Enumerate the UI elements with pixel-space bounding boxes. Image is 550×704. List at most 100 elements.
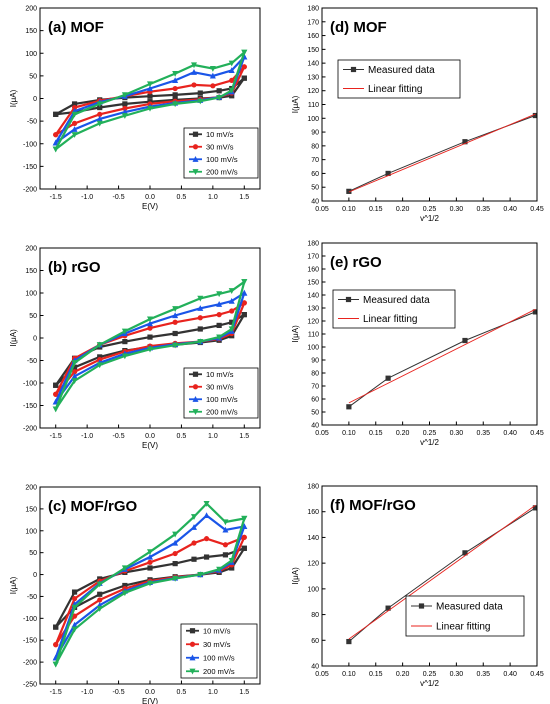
data-point [462, 337, 468, 344]
legend-label: 30 mV/s [206, 142, 234, 151]
data-point [122, 101, 128, 107]
y-tick-label: 40 [311, 664, 319, 671]
data-point [462, 139, 468, 145]
chart-panel-c: -1.5 -1.0 -0.5 0.0 0.5 1.0 1.5 -250 -200 -150 -100… [9, 485, 261, 704]
data-point [209, 66, 216, 72]
y-tick-label: 150 [307, 280, 319, 287]
data-point [96, 606, 103, 612]
y-tick-label: 150 [307, 47, 319, 54]
data-point [172, 92, 178, 98]
y-axis-label: I(μA) [9, 576, 18, 594]
y-tick-label: 80 [311, 371, 319, 378]
data-point [216, 88, 222, 94]
data-point [172, 312, 179, 319]
legend-label: Linear fitting [436, 622, 490, 633]
legend-box [337, 59, 461, 99]
data-point [229, 93, 235, 99]
y-tick-label: -150 [23, 164, 37, 171]
legend: 10 mV/s 30 mV/s 100 mV/s 200 mV/s [183, 367, 259, 419]
series-line-1 [348, 113, 536, 193]
data-point [172, 342, 179, 349]
data-point [121, 590, 128, 597]
data-point [191, 514, 197, 520]
x-tick-label: 0.15 [369, 206, 383, 213]
chart-panel-e: 0.05 0.10 0.15 0.20 0.25 0.30 0.35 0.40 0.45 40 50… [291, 241, 544, 448]
x-tick-label: 1.5 [239, 689, 249, 696]
legend-marker [345, 296, 352, 303]
data-point [203, 536, 210, 542]
x-tick-label: 0.30 [450, 430, 464, 437]
data-point [97, 591, 103, 597]
data-point [385, 375, 391, 381]
y-tick-label: 110 [308, 102, 319, 109]
legend-marker [192, 169, 199, 175]
chart-panel-b: -1.5 -1.0 -0.5 0.0 0.5 1.0 1.5 -200 -150 -100 -50 0… [9, 246, 261, 450]
y-tick-label: 40 [311, 423, 319, 430]
data-point [241, 300, 247, 306]
data-point [147, 553, 153, 560]
x-tick-label: 0.10 [342, 671, 356, 678]
data-point [147, 334, 153, 340]
data-point [346, 404, 352, 410]
y-tick-label: 50 [29, 73, 37, 80]
data-point [191, 69, 197, 75]
x-tick-label: 0.05 [315, 206, 329, 213]
legend-label: 100 mV/s [203, 653, 235, 662]
series-line-1 [348, 308, 536, 404]
data-point [241, 279, 248, 285]
data-point [122, 105, 128, 112]
x-tick-label: 0.15 [369, 671, 383, 678]
x-tick-label: 0.40 [503, 206, 517, 213]
data-point [147, 320, 153, 327]
y-axis-label: I(μA) [291, 325, 300, 343]
legend-label: 100 mV/s [206, 155, 238, 164]
y-tick-label: -100 [23, 616, 37, 623]
x-axis-label: E(V) [142, 697, 158, 704]
data-point [147, 325, 153, 331]
x-tick-label: -1.0 [81, 194, 93, 201]
data-point [121, 92, 128, 99]
y-tick-label: -250 [23, 682, 37, 689]
data-point [147, 316, 153, 323]
y-tick-label: -100 [23, 381, 37, 388]
y-tick-label: 160 [307, 33, 319, 40]
y-tick-label: 160 [307, 509, 319, 516]
x-tick-label: 0.10 [342, 206, 356, 213]
legend: 10 mV/s 30 mV/s 100 mV/s 200 mV/s [183, 127, 259, 179]
x-tick-label: 0.0 [145, 689, 155, 696]
legend: Measured data Linear fitting [337, 59, 461, 99]
data-point [197, 90, 203, 96]
data-point [203, 512, 210, 519]
legend-label: 30 mV/s [203, 640, 231, 649]
x-tick-label: 0.10 [342, 430, 356, 437]
x-tick-label: -1.0 [81, 689, 93, 696]
x-tick-label: 0.30 [450, 671, 464, 678]
data-point [147, 580, 153, 587]
data-point [203, 554, 210, 560]
y-tick-label: 200 [25, 485, 37, 492]
data-point [229, 308, 235, 314]
y-tick-label: -200 [23, 187, 37, 194]
y-tick-label: 130 [307, 306, 319, 313]
y-tick-label: -200 [23, 660, 37, 667]
x-tick-label: 0.35 [476, 206, 490, 213]
data-point [241, 312, 247, 318]
x-tick-label: -1.5 [50, 689, 62, 696]
data-point [52, 146, 59, 153]
y-tick-label: 200 [25, 246, 37, 253]
y-tick-label: 110 [308, 332, 319, 339]
y-tick-label: 140 [307, 61, 319, 68]
legend-label: Linear fitting [368, 84, 422, 95]
data-point [241, 534, 247, 540]
data-point [96, 101, 103, 108]
y-axis-label: I(μA) [291, 95, 300, 113]
data-point [147, 565, 153, 571]
plot-area [346, 308, 537, 410]
axes-frame [321, 7, 538, 202]
legend-marker [192, 156, 199, 162]
data-point [216, 301, 223, 307]
y-tick-label: 200 [25, 6, 37, 13]
x-tick-label: 0.20 [396, 206, 410, 213]
y-tick-label: 0 [33, 336, 37, 343]
x-axis-label: v^1/2 [420, 214, 439, 223]
